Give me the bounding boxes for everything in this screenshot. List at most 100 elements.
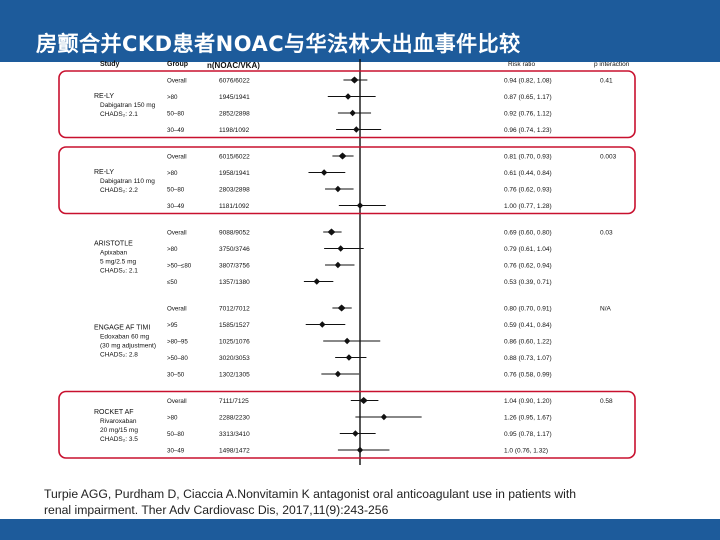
row-group: 50–80: [167, 187, 185, 194]
row-risk-ratio: 0.76 (0.62, 0.94): [504, 263, 552, 270]
row-group: 50–80: [167, 431, 185, 438]
p-interaction-value: 0.003: [600, 154, 617, 161]
row-n: 3020/3053: [219, 355, 250, 362]
row-n: 1958/1941: [219, 170, 250, 177]
row-n: 6076/6022: [219, 78, 250, 85]
row-group: Overall: [167, 78, 187, 85]
row-n: 2803/2898: [219, 187, 250, 194]
row-group: 30–50: [167, 372, 185, 379]
row-n: 3313/3410: [219, 431, 250, 438]
row-risk-ratio: 0.59 (0.41, 0.84): [504, 322, 552, 329]
row-n: 7111/7125: [219, 398, 249, 405]
row-risk-ratio: 0.80 (0.70, 0.91): [504, 306, 552, 313]
study-label-line: Edoxaban 60 mg: [100, 334, 150, 341]
header-risk-ratio: Risk ratio: [508, 61, 535, 68]
row-n: 1498/1472: [219, 448, 250, 455]
p-interaction-value: N/A: [600, 306, 612, 313]
row-group: 30–49: [167, 448, 185, 455]
header-n: n(NOAC/VKA): [207, 61, 260, 70]
row-n: 3807/3756: [219, 263, 250, 270]
study-label-line: ARISTOTLE: [94, 240, 133, 247]
overall-diamond: [350, 76, 359, 84]
row-risk-ratio: 1.04 (0.90, 1.20): [504, 398, 552, 405]
citation: Turpie AGG, Purdham D, Ciaccia A.Nonvita…: [44, 486, 684, 518]
row-n: 9088/9052: [219, 230, 250, 237]
row-risk-ratio: 0.53 (0.39, 0.71): [504, 279, 552, 286]
study-label-line: 5 mg/2.5 mg: [100, 258, 137, 265]
row-group: Overall: [167, 154, 187, 161]
row-risk-ratio: 0.86 (0.60, 1.22): [504, 339, 552, 346]
point-estimate: [334, 185, 342, 193]
row-group: >50–≤80: [167, 263, 192, 270]
point-estimate: [337, 245, 344, 252]
slide-header-bar: [0, 0, 720, 62]
row-risk-ratio: 0.81 (0.70, 0.93): [504, 154, 552, 161]
row-group: >80: [167, 415, 178, 422]
point-estimate: [344, 93, 352, 100]
point-estimate: [380, 413, 388, 421]
study-label-line: CHADS₂: 2.2: [100, 187, 138, 194]
point-estimate: [352, 430, 359, 437]
point-estimate: [356, 202, 364, 209]
row-n: 1585/1527: [219, 322, 250, 329]
study-label-line: Apixaban: [100, 249, 127, 256]
row-group: >50–80: [167, 355, 188, 362]
p-interaction-value: 0.03: [600, 230, 613, 237]
study-label-line: Rivaroxaban: [100, 418, 137, 425]
row-risk-ratio: 0.94 (0.82, 1.08): [504, 78, 552, 85]
p-interaction-value: 0.58: [600, 398, 613, 405]
row-group: >80: [167, 246, 178, 253]
header-group: Group: [167, 61, 188, 68]
row-group: >80: [167, 94, 178, 101]
row-group: Overall: [167, 306, 187, 313]
row-risk-ratio: 0.88 (0.73, 1.07): [504, 355, 552, 362]
citation-line-1: Turpie AGG, Purdham D, Ciaccia A.Nonvita…: [44, 487, 577, 501]
row-risk-ratio: 0.79 (0.61, 1.04): [504, 246, 552, 253]
highlight-box: [58, 70, 636, 139]
row-group: Overall: [167, 230, 187, 237]
row-n: 3750/3746: [219, 246, 250, 253]
study-label-line: CHADS₂: 2.8: [100, 352, 138, 359]
study-label-line: ROCKET AF: [94, 409, 134, 416]
row-n: 2852/2898: [219, 111, 250, 118]
point-estimate: [353, 126, 360, 133]
row-n: 2288/2230: [219, 415, 250, 422]
overall-diamond: [338, 152, 347, 160]
row-group: 50–80: [167, 111, 185, 118]
study-label-line: (30 mg adjustment): [100, 343, 156, 350]
row-group: 30–49: [167, 203, 185, 210]
point-estimate: [345, 354, 353, 361]
point-estimate: [313, 278, 320, 285]
row-n: 1302/1305: [219, 372, 250, 379]
study-label-line: RE-LY: [94, 169, 114, 176]
study-label-line: RE-LY: [94, 93, 114, 100]
citation-line-2: renal impairment. Ther Adv Cardiovasc Di…: [44, 503, 389, 517]
row-risk-ratio: 1.26 (0.95, 1.67): [504, 415, 552, 422]
study-label-line: CHADS₂: 2.1: [100, 267, 138, 274]
row-risk-ratio: 0.76 (0.58, 0.99): [504, 372, 552, 379]
study-label-line: Dabigatran 150 mg: [100, 102, 156, 109]
study-label-line: 20 mg/15 mg: [100, 427, 138, 434]
point-estimate: [343, 337, 351, 345]
overall-diamond: [327, 228, 336, 236]
row-risk-ratio: 1.0 (0.76, 1.32): [504, 448, 548, 455]
header-p-interaction: p interaction: [594, 61, 630, 68]
study-label-line: ENGAGE AF TIMI: [94, 325, 150, 332]
row-n: 7012/7012: [219, 306, 250, 313]
row-n: 6015/6022: [219, 154, 250, 161]
row-risk-ratio: 0.92 (0.76, 1.12): [504, 111, 552, 118]
point-estimate: [356, 446, 364, 454]
row-risk-ratio: 0.87 (0.65, 1.17): [504, 94, 552, 101]
study-label-line: Dabigatran 110 mg: [100, 178, 155, 185]
row-group: >95: [167, 322, 178, 329]
row-risk-ratio: 0.96 (0.74, 1.23): [504, 127, 552, 134]
row-n: 1198/1092: [219, 127, 250, 134]
study-label-line: CHADS₂: 3.5: [100, 436, 138, 443]
row-n: 1181/1092: [219, 203, 250, 210]
highlight-box: [58, 390, 636, 459]
overall-diamond: [337, 304, 346, 312]
row-n: 1945/1941: [219, 94, 250, 101]
overall-diamond: [359, 397, 368, 404]
row-risk-ratio: 1.00 (0.77, 1.28): [504, 203, 552, 210]
study-label-line: CHADS₂: 2.1: [100, 111, 138, 118]
